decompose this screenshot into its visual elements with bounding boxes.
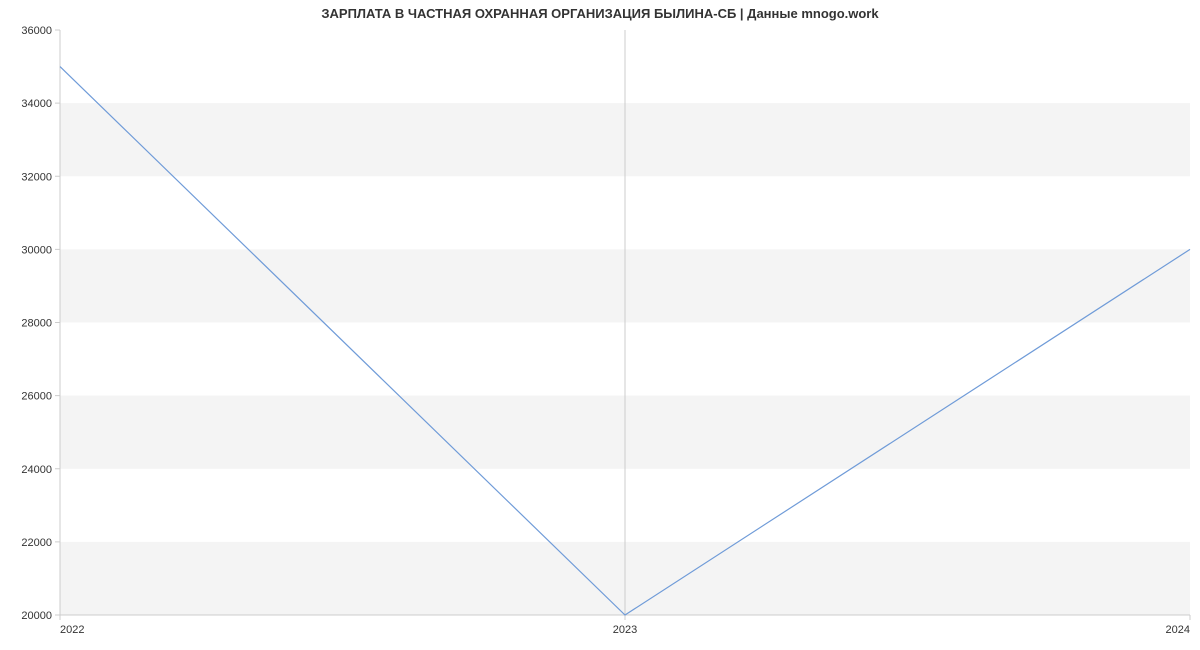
svg-text:2022: 2022 bbox=[60, 624, 84, 636]
salary-line-chart: ЗАРПЛАТА В ЧАСТНАЯ ОХРАННАЯ ОРГАНИЗАЦИЯ … bbox=[0, 0, 1200, 650]
svg-text:30000: 30000 bbox=[21, 244, 52, 256]
svg-text:2023: 2023 bbox=[613, 624, 637, 636]
svg-text:26000: 26000 bbox=[21, 391, 52, 403]
svg-text:2024: 2024 bbox=[1166, 624, 1190, 636]
svg-text:20000: 20000 bbox=[21, 610, 52, 622]
svg-text:34000: 34000 bbox=[21, 98, 52, 110]
svg-text:36000: 36000 bbox=[21, 25, 52, 37]
svg-text:32000: 32000 bbox=[21, 171, 52, 183]
svg-text:24000: 24000 bbox=[21, 464, 52, 476]
chart-title: ЗАРПЛАТА В ЧАСТНАЯ ОХРАННАЯ ОРГАНИЗАЦИЯ … bbox=[0, 6, 1200, 21]
svg-text:22000: 22000 bbox=[21, 537, 52, 549]
chart-svg: 20000 22000 24000 26000 28000 30000 32000 34000… bbox=[0, 0, 1200, 650]
svg-text:28000: 28000 bbox=[21, 318, 52, 330]
